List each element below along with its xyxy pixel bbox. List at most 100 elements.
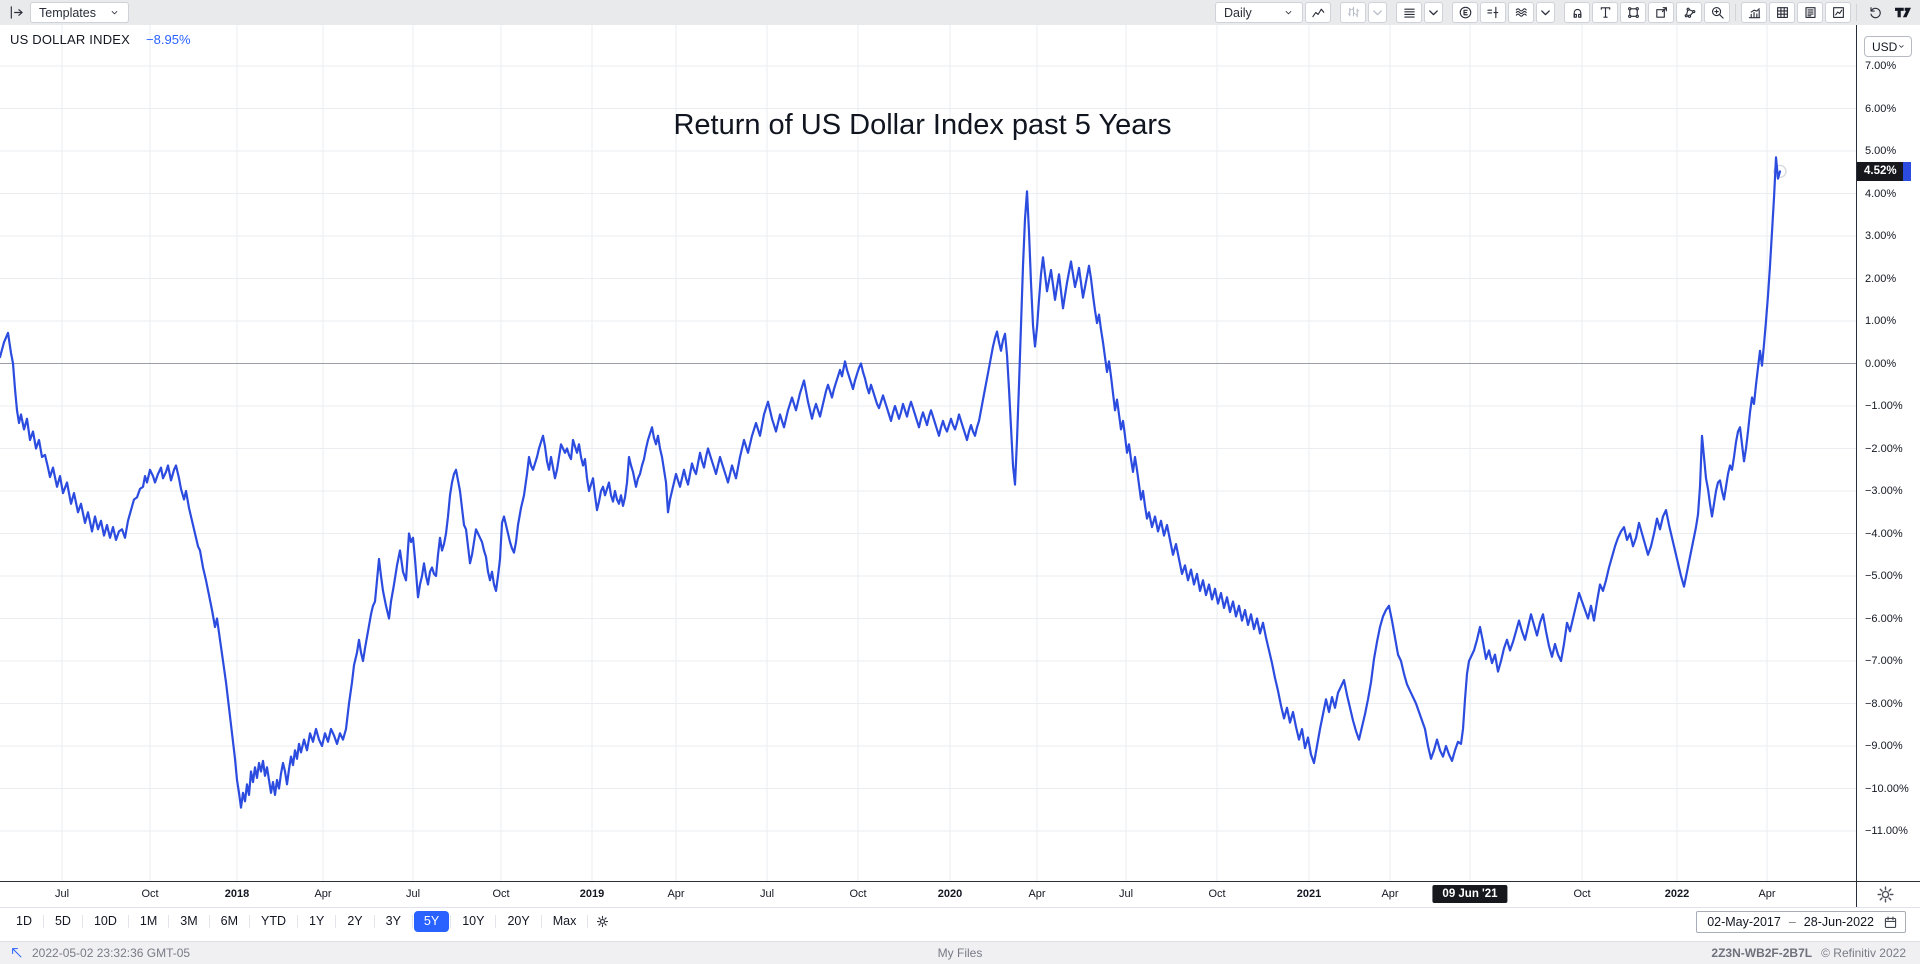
chart-stats-button[interactable] — [1741, 2, 1767, 23]
shape-tool-button[interactable] — [1620, 2, 1646, 23]
top-toolbar-right-group: Daily — [1215, 2, 1918, 23]
timeframe-button-10d[interactable]: 10D — [93, 914, 117, 928]
timeframe-settings-gear-icon[interactable] — [589, 911, 615, 932]
chart-style-bars-button[interactable] — [1340, 2, 1366, 23]
chart-style-bars-chevron[interactable] — [1368, 2, 1387, 23]
time-tick-label: 2019 — [579, 888, 605, 900]
price-tick-label: 6.00% — [1865, 102, 1897, 115]
chevron-down-icon — [1369, 4, 1386, 21]
line-chart-icon — [1311, 5, 1326, 20]
interval-label: Daily — [1224, 5, 1252, 20]
circle-e-icon — [1458, 5, 1473, 20]
time-scale[interactable]: Jul Oct 2018 Apr Jul Oct 2019 Apr Jul Oct 2020 Apr J… — [0, 881, 1920, 907]
tradingview-logo — [1890, 2, 1916, 23]
zoom-in-icon — [1710, 5, 1725, 20]
axis-corner-separator — [1856, 882, 1857, 907]
time-tick-label: Oct — [849, 888, 867, 900]
calendar-icon[interactable] — [1874, 915, 1898, 930]
chart-plot-area[interactable]: US DOLLAR INDEX −8.95% Return of US Dolla… — [0, 25, 1856, 881]
timeframe-separator — [168, 914, 170, 928]
polygon-tool-button[interactable] — [1676, 2, 1702, 23]
transform-tool-button[interactable] — [1648, 2, 1674, 23]
price-tick-label: 3.00% — [1865, 230, 1897, 242]
indicators-button[interactable] — [1508, 2, 1534, 23]
text-t-icon — [1598, 5, 1613, 20]
timeframe-button-1d[interactable]: 1D — [16, 914, 32, 928]
magnet-button[interactable] — [1564, 2, 1590, 23]
interval-select[interactable]: Daily — [1215, 2, 1303, 23]
session-code: 2Z3N-WB2F-2B7L — [1711, 946, 1813, 960]
price-tick-label: −4.00% — [1865, 527, 1903, 540]
waves-icon — [1514, 5, 1529, 20]
time-tick-label: Jul — [54, 888, 70, 900]
timeframe-separator — [249, 914, 251, 928]
status-timestamp: 2022-05-02 23:32:36 GMT-05 — [32, 946, 191, 960]
timeframe-button-20y[interactable]: 20Y — [507, 914, 530, 928]
timeframe-button-3m[interactable]: 3M — [180, 914, 198, 928]
templates-button[interactable]: Templates — [30, 2, 129, 23]
text-tool-button[interactable] — [1592, 2, 1618, 23]
templates-button-label: Templates — [39, 5, 96, 20]
last-value-label: 4.52% — [1857, 161, 1903, 181]
selected-date-badge[interactable]: 09 Jun '21 — [1432, 885, 1508, 903]
price-series-canvas[interactable] — [0, 25, 1856, 881]
timeframe-button-5d[interactable]: 5D — [54, 914, 71, 928]
undo-icon — [1868, 5, 1883, 20]
time-tick-label: Oct — [492, 888, 510, 900]
zoom-in-button[interactable] — [1704, 2, 1730, 23]
timeframe-button-10y[interactable]: 10Y — [462, 914, 485, 928]
price-line-icon — [1486, 5, 1501, 20]
undo-button[interactable] — [1862, 2, 1888, 23]
layout-rows-button[interactable] — [1396, 2, 1422, 23]
timeframe-button-1y[interactable]: 1Y — [309, 914, 325, 928]
chart-style-line-button[interactable] — [1305, 2, 1331, 23]
price-tick-label: −1.00% — [1865, 400, 1903, 412]
time-tick-label: Apr — [1028, 888, 1046, 900]
timeframe-separator — [373, 914, 375, 928]
stats-chart-icon — [1747, 5, 1762, 20]
timeframe-button-2y[interactable]: 2Y — [347, 914, 363, 928]
date-range-picker[interactable]: 02-May-2017 – 28-Jun-2022 — [1696, 911, 1906, 933]
time-tick-label: Oct — [1208, 888, 1226, 900]
symbol-legend[interactable]: US DOLLAR INDEX −8.95% — [10, 32, 191, 47]
timeframe-button-max[interactable]: Max — [552, 914, 577, 928]
data-table-button[interactable] — [1769, 2, 1795, 23]
symbol-name: US DOLLAR INDEX — [10, 32, 131, 47]
time-tick-label: Jul — [759, 888, 775, 900]
time-tick-label: 2020 — [937, 888, 963, 900]
timeframe-separator — [208, 914, 210, 928]
theme-toggle-sun-icon[interactable] — [1876, 885, 1896, 905]
polygon-icon — [1682, 5, 1697, 20]
timeframe-separator — [450, 914, 452, 928]
open-side-panel-icon[interactable] — [8, 4, 26, 22]
capture-arrow-icon[interactable] — [10, 946, 32, 960]
tv-logo-icon — [1893, 4, 1913, 21]
time-tick-label: Apr — [667, 888, 685, 900]
timeframe-button-3y[interactable]: 3Y — [385, 914, 401, 928]
timeframe-separator — [335, 914, 337, 928]
indicators-chevron[interactable] — [1536, 2, 1555, 23]
news-button[interactable] — [1797, 2, 1823, 23]
price-tick-label: −9.00% — [1865, 740, 1903, 752]
percent-change-value: −8.95% — [146, 32, 191, 47]
currency-select-button[interactable]: USD — [1864, 36, 1912, 57]
chart-edit-button[interactable] — [1825, 2, 1851, 23]
table-grid-icon — [1775, 5, 1790, 20]
price-line-button[interactable] — [1480, 2, 1506, 23]
timeframe-button-ytd[interactable]: YTD — [261, 914, 287, 928]
layout-rows-chevron[interactable] — [1424, 2, 1443, 23]
time-tick-label: Apr — [314, 888, 332, 900]
timeframe-button-6m[interactable]: 6M — [220, 914, 239, 928]
timeframe-button-1m[interactable]: 1M — [139, 914, 158, 928]
time-tick-label: 2022 — [1664, 888, 1690, 900]
price-scale[interactable]: USD 7.00% 6.00% 5.00% 4.00% 3.00% 2.00% 1.00% 0… — [1856, 25, 1920, 881]
status-center: My Files — [0, 942, 1920, 964]
time-tick-label: 2021 — [1296, 888, 1322, 900]
timeframe-button-5y[interactable]: 5Y — [413, 910, 450, 932]
time-tick-label: Oct — [141, 888, 159, 900]
chart-title-annotation[interactable]: Return of US Dollar Index past 5 Years — [673, 109, 1172, 141]
price-tick-label: −10.00% — [1865, 782, 1909, 795]
price-tick-label: −5.00% — [1865, 570, 1903, 582]
events-button[interactable] — [1452, 2, 1478, 23]
chevron-down-icon — [1283, 7, 1294, 18]
